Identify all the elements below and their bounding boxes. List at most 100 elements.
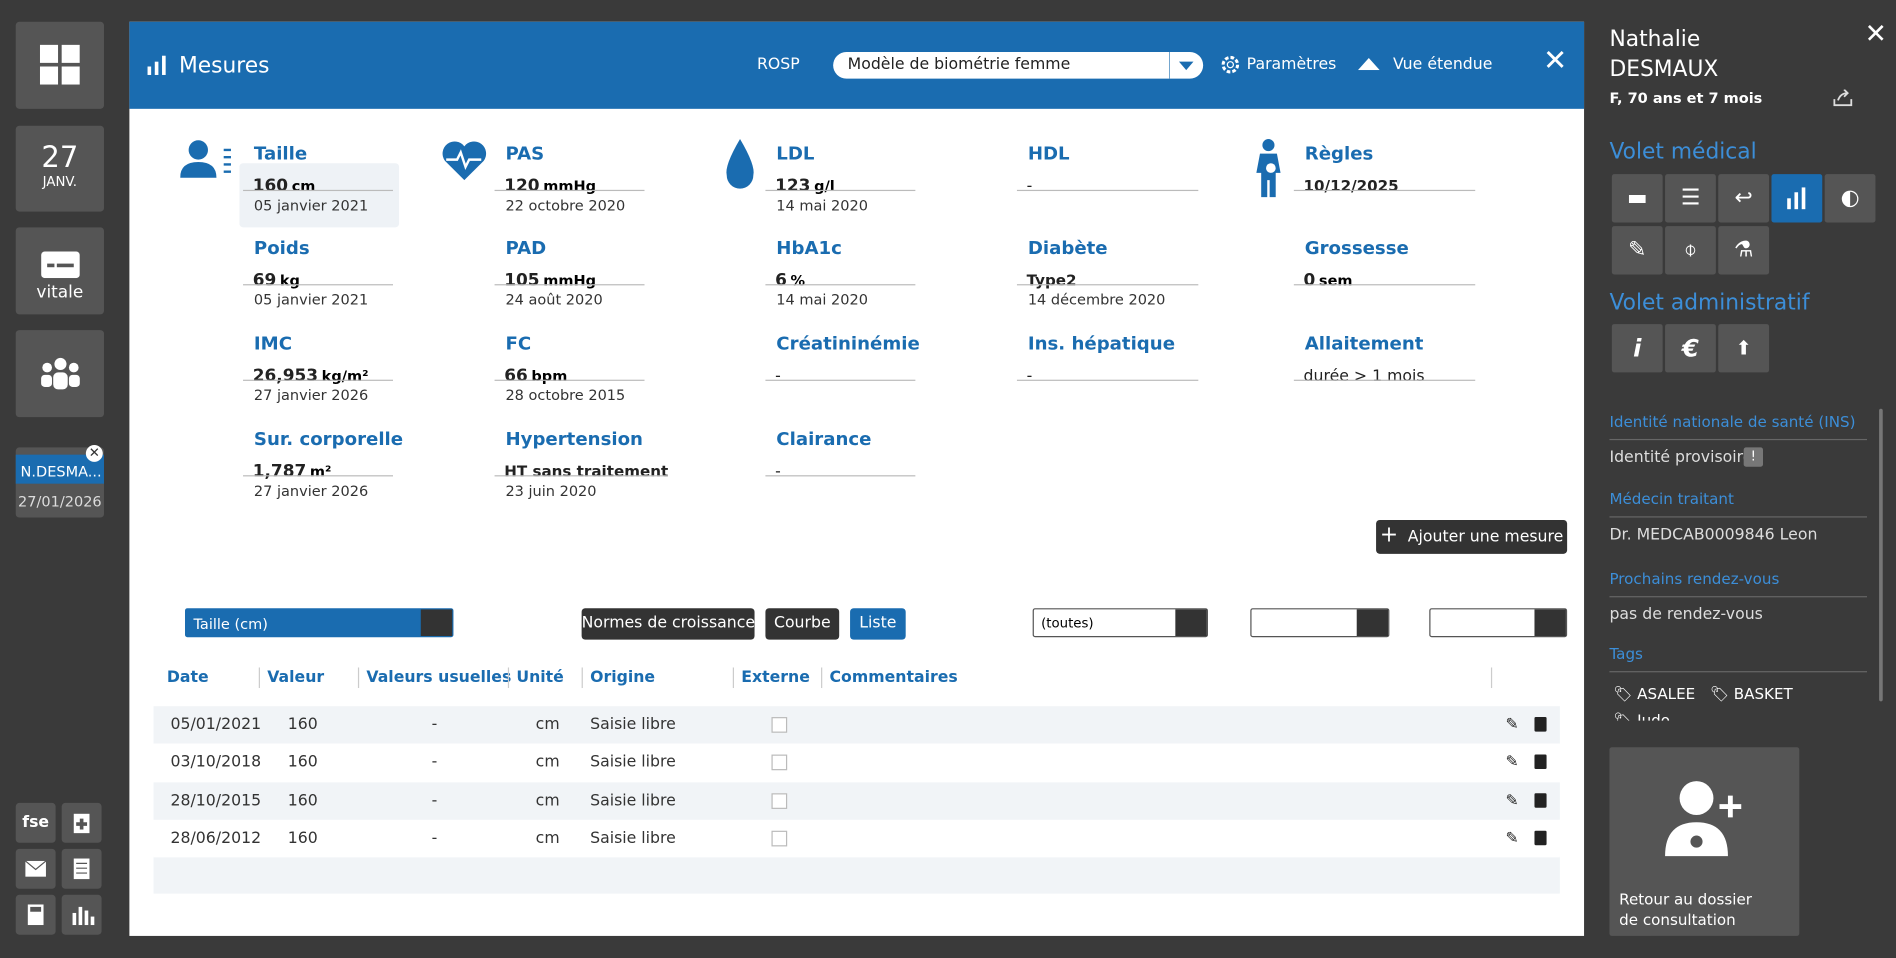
pharma-button[interactable] — [61, 802, 102, 843]
norms-button[interactable]: Normes de croissance — [581, 608, 755, 640]
panel-icon[interactable]: ✎ — [1611, 226, 1663, 275]
vitale-tile[interactable]: vitale — [15, 227, 104, 315]
measure-value: 123 g/l — [775, 173, 835, 196]
delete-icon[interactable] — [1534, 830, 1547, 846]
doc-button[interactable] — [61, 848, 102, 889]
tag[interactable]: 🏷 BASKET — [1710, 681, 1793, 708]
measure-label: FC — [505, 332, 532, 355]
tag-icon: 🏷 — [1613, 711, 1633, 721]
filter-select-2[interactable] — [1250, 608, 1390, 638]
tag[interactable]: 🏷 Judo — [1613, 707, 1670, 721]
measure-underline — [765, 475, 916, 477]
measures-panel: Mesures ROSP Modèle de biométrie femme P… — [129, 21, 1585, 936]
share-icon — [1833, 89, 1853, 107]
ins-warning: ! — [1743, 447, 1764, 467]
patient-name: Nathalie DESMAUX — [1609, 24, 1718, 84]
dashboard-tile[interactable] — [15, 21, 104, 109]
panel-icon[interactable]: ◐ — [1824, 174, 1876, 223]
cell: 160 — [287, 753, 318, 772]
params-link[interactable]: Paramètres — [1246, 55, 1337, 74]
icon — [73, 813, 90, 834]
add-measure-button[interactable]: + Ajouter une mesure — [1376, 519, 1568, 554]
view-link[interactable]: Vue étendue — [1392, 55, 1493, 74]
unit: % — [790, 272, 806, 289]
external-checkbox[interactable] — [771, 792, 788, 809]
model-select[interactable]: Modèle de biométrie femme — [833, 51, 1204, 79]
curve-button[interactable]: Courbe — [765, 608, 840, 640]
admin-icon[interactable]: € — [1665, 324, 1716, 373]
edit-icon[interactable]: ✎ — [1505, 791, 1519, 810]
measure-underline — [1016, 189, 1199, 192]
delete-icon[interactable] — [1534, 792, 1547, 808]
person-icon — [180, 140, 231, 178]
measure-select[interactable]: Taille (cm) — [185, 608, 454, 638]
measure-underline — [494, 284, 645, 286]
table-row — [153, 744, 1560, 782]
group-icon — [41, 357, 80, 390]
cell: cm — [535, 715, 560, 734]
admin-icon[interactable]: i — [1611, 324, 1663, 373]
external-checkbox[interactable] — [771, 754, 788, 771]
section-divider — [1609, 516, 1868, 518]
measure-label: HDL — [1027, 142, 1070, 165]
panel-icon[interactable]: ▬ — [1611, 174, 1663, 223]
filter-value: (toutes) — [1041, 615, 1094, 632]
panel-icon[interactable]: ⚗ — [1718, 226, 1770, 275]
patient-tab[interactable]: N.DESMA... 27/01/2026 ✕ — [15, 444, 104, 518]
panel-icon[interactable]: ⌽ — [1665, 226, 1716, 275]
panel-icon[interactable] — [1771, 174, 1823, 223]
calc-button[interactable] — [15, 894, 56, 935]
mail-button[interactable] — [15, 848, 56, 889]
back-card[interactable]: Retour au dossier de consultation — [1609, 747, 1800, 936]
column-header: Valeurs usuelles — [366, 668, 512, 687]
fse-button[interactable]: fse — [15, 802, 56, 843]
measure-date: 05 janvier 2021 — [253, 291, 369, 309]
close-panel[interactable]: ✕ — [1542, 43, 1568, 78]
external-checkbox[interactable] — [771, 717, 788, 733]
value: 6 — [775, 270, 787, 291]
cell: 160 — [287, 715, 318, 734]
value: 160 — [252, 176, 289, 196]
close-sidebar[interactable]: ✕ — [1864, 19, 1887, 50]
section-value: Dr. MEDCAB0009846 Leon — [1609, 526, 1818, 545]
column-header: Valeur — [267, 668, 325, 687]
value: Type2 — [1026, 270, 1077, 289]
list-button[interactable]: Liste — [850, 608, 906, 640]
measure-date: 05 janvier 2021 — [253, 197, 369, 215]
unit: cm — [291, 177, 316, 195]
rosp-link[interactable]: ROSP — [756, 55, 800, 74]
section-divider — [1609, 596, 1868, 598]
unit: mmHg — [543, 272, 596, 289]
external-checkbox[interactable] — [771, 830, 788, 847]
vitale-label: vitale — [36, 282, 84, 303]
edit-icon[interactable]: ✎ — [1505, 829, 1519, 848]
patient-tab-date: 27/01/2026 — [18, 493, 102, 511]
delete-icon[interactable] — [1534, 717, 1547, 732]
table-row — [153, 706, 1560, 744]
scrollbar — [1879, 408, 1883, 702]
delete-icon[interactable] — [1534, 754, 1547, 770]
group-tile[interactable] — [15, 330, 104, 418]
cell: cm — [535, 829, 560, 848]
pregnant-icon — [1256, 139, 1281, 198]
column-divider — [507, 667, 510, 689]
unit: kg — [279, 272, 300, 289]
card-icon — [40, 251, 80, 279]
edit-icon[interactable]: ✎ — [1505, 753, 1519, 772]
filter-select-3[interactable] — [1429, 608, 1568, 638]
panel-icon[interactable]: ↩ — [1718, 174, 1770, 223]
column-divider — [357, 667, 360, 689]
measure-value: - — [775, 363, 781, 386]
stats-button[interactable] — [61, 894, 102, 935]
admin-icon[interactable]: ⬆ — [1718, 324, 1770, 373]
measure-value: 6% — [775, 267, 805, 290]
tag-label: ASALEE — [1637, 684, 1696, 703]
section-divider — [1609, 438, 1868, 441]
tag[interactable]: 🏷 ASALEE — [1613, 681, 1695, 708]
close-tab[interactable]: ✕ — [85, 444, 103, 462]
measure-date: 27 janvier 2026 — [253, 482, 369, 500]
panel-icon[interactable]: ☰ — [1665, 174, 1716, 223]
edit-icon[interactable]: ✎ — [1505, 715, 1519, 734]
date-tile[interactable]: 27 JANV. — [15, 125, 104, 212]
filter-select[interactable]: (toutes) — [1032, 608, 1208, 638]
